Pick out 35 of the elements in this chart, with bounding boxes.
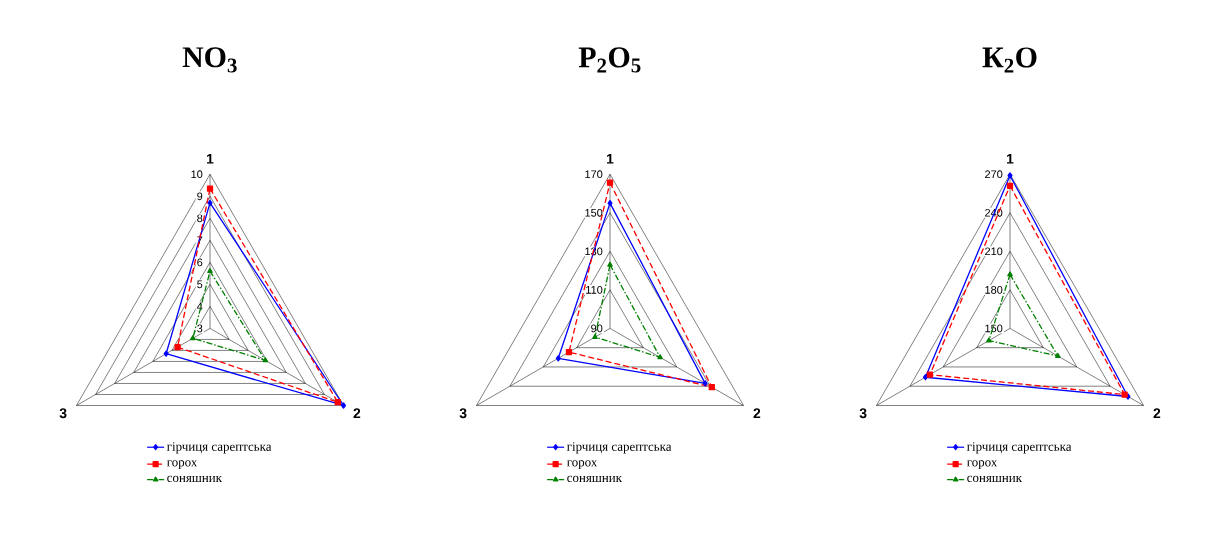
spoke-label: 3	[459, 408, 467, 419]
y-tick-label: 150	[985, 324, 1003, 333]
spoke-label: 3	[859, 408, 867, 419]
y-tick-label: 180	[985, 285, 1003, 294]
spoke-label: 2	[353, 408, 361, 419]
y-tick-label: 9	[197, 192, 203, 201]
y-tick-label: 270	[985, 170, 1003, 179]
legend-label: горох	[566, 460, 598, 470]
y-tick-label: 8	[197, 214, 203, 223]
legend-label: соняшник	[167, 475, 222, 483]
y-tick-label: 110	[586, 285, 603, 294]
y-tick-label: 6	[197, 258, 203, 267]
legend-label: горох	[166, 460, 198, 470]
spoke-label: 1	[1007, 154, 1014, 164]
spoke-label: 2	[1153, 408, 1161, 419]
y-tick-label: 150	[585, 208, 603, 217]
legend-label: соняшник	[967, 475, 1022, 483]
chart-title: К$_{2}$O	[982, 47, 1037, 73]
y-tick-label: 10	[191, 170, 203, 179]
y-tick-label: 210	[985, 247, 1003, 256]
spoke-label: 1	[607, 154, 614, 164]
y-tick-label: 170	[585, 170, 603, 179]
spoke-label: 3	[59, 408, 67, 419]
chart-title: NO$_{3}$	[182, 47, 237, 73]
y-tick-label: 3	[197, 324, 203, 333]
y-tick-label: 90	[591, 324, 603, 333]
chart-title: P$_{2}$O$_{5}$	[578, 47, 641, 73]
legend-label: горох	[966, 460, 998, 470]
spoke-label: 2	[753, 408, 761, 419]
legend-label: гірчиця сарептська	[166, 442, 272, 454]
legend-label: гірчиця сарептська	[966, 442, 1072, 454]
y-tick-label: 5	[197, 280, 203, 289]
spoke-label: 1	[207, 154, 214, 164]
legend-label: соняшник	[567, 475, 622, 483]
legend-label: гірчиця сарептська	[566, 442, 672, 454]
